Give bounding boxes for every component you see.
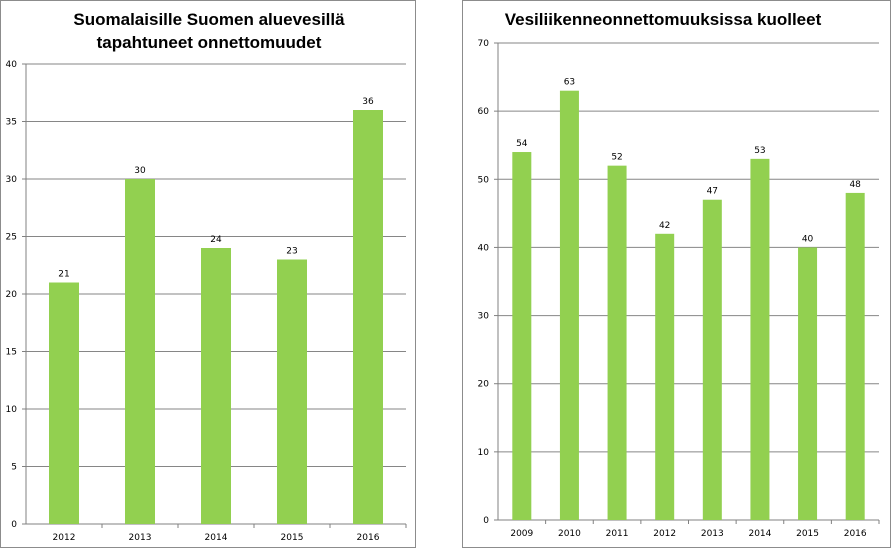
x-tick-label: 2016 bbox=[357, 533, 380, 543]
y-tick-label: 10 bbox=[6, 405, 18, 415]
x-tick-label: 2012 bbox=[653, 529, 676, 539]
data-label: 63 bbox=[564, 78, 575, 88]
bar bbox=[353, 110, 383, 524]
data-label: 30 bbox=[134, 166, 146, 176]
chart-title-line: Vesiliikenneonnettomuuksissa kuolleet bbox=[505, 10, 822, 29]
bar bbox=[559, 90, 579, 520]
y-tick-label: 70 bbox=[478, 39, 490, 49]
bar bbox=[798, 247, 818, 520]
x-tick-label: 2014 bbox=[748, 529, 771, 539]
chart-panel-accidents: Suomalaisille Suomen aluevesillä tapahtun… bbox=[0, 0, 416, 548]
bar bbox=[125, 179, 155, 524]
accidents-bar-chart: Suomalaisille Suomen aluevesillä tapahtun… bbox=[6, 10, 407, 543]
y-tick-label: 15 bbox=[6, 348, 17, 358]
bar bbox=[845, 192, 865, 520]
deaths-bar-chart: Vesiliikenneonnettomuuksissa kuolleet 0 10… bbox=[478, 10, 880, 539]
y-tick-label: 40 bbox=[6, 60, 18, 70]
x-tick-label: 2010 bbox=[558, 529, 581, 539]
data-label: 42 bbox=[659, 221, 670, 231]
x-tick-label: 2011 bbox=[606, 529, 629, 539]
chart-title-line: tapahtuneet onnettomuudet bbox=[97, 33, 322, 52]
bar bbox=[750, 158, 770, 521]
y-tick-label: 10 bbox=[478, 448, 490, 458]
bar bbox=[607, 165, 627, 520]
x-tick-label: 2013 bbox=[701, 529, 724, 539]
x-tick-label: 2013 bbox=[129, 533, 152, 543]
chart-title-line: Suomalaisille Suomen aluevesillä bbox=[73, 10, 345, 29]
y-tick-label: 50 bbox=[478, 175, 490, 185]
x-tick-label: 2014 bbox=[205, 533, 228, 543]
x-tick-label: 2015 bbox=[796, 529, 819, 539]
data-label: 40 bbox=[802, 234, 814, 244]
y-tick-label: 20 bbox=[478, 380, 490, 390]
data-label: 23 bbox=[286, 247, 297, 257]
bar bbox=[655, 233, 675, 521]
data-label: 36 bbox=[362, 97, 374, 107]
data-label: 52 bbox=[611, 153, 622, 163]
y-tick-label: 25 bbox=[6, 233, 17, 243]
data-label: 54 bbox=[516, 139, 528, 149]
x-tick-label: 2016 bbox=[844, 529, 867, 539]
y-tick-label: 30 bbox=[478, 312, 490, 322]
y-tick-label: 60 bbox=[478, 107, 490, 117]
bar bbox=[277, 259, 307, 524]
y-tick-label: 0 bbox=[11, 520, 17, 530]
data-label: 24 bbox=[210, 235, 222, 245]
bar bbox=[702, 199, 722, 520]
x-tick-label: 2009 bbox=[510, 529, 533, 539]
y-tick-label: 5 bbox=[11, 463, 17, 473]
y-tick-label: 35 bbox=[6, 118, 17, 128]
chart-panel-deaths: Vesiliikenneonnettomuuksissa kuolleet 0 10… bbox=[462, 0, 891, 548]
y-tick-label: 30 bbox=[6, 175, 18, 185]
bar bbox=[201, 248, 231, 524]
data-label: 53 bbox=[754, 146, 765, 156]
bar bbox=[49, 282, 79, 524]
y-tick-label: 0 bbox=[483, 516, 489, 526]
y-tick-label: 20 bbox=[6, 290, 18, 300]
bar bbox=[512, 152, 532, 520]
y-tick-label: 40 bbox=[478, 243, 490, 253]
x-tick-label: 2015 bbox=[281, 533, 304, 543]
data-label: 47 bbox=[707, 187, 718, 197]
data-label: 48 bbox=[849, 180, 861, 190]
data-label: 21 bbox=[58, 270, 69, 280]
x-tick-label: 2012 bbox=[53, 533, 76, 543]
